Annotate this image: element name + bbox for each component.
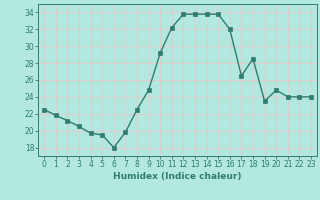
X-axis label: Humidex (Indice chaleur): Humidex (Indice chaleur) xyxy=(113,172,242,181)
